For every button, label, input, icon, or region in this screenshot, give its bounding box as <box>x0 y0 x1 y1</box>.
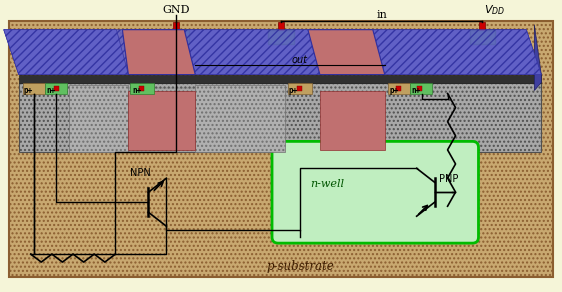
Text: in: in <box>377 10 387 20</box>
Bar <box>44 83 66 93</box>
Polygon shape <box>4 30 541 74</box>
Bar <box>69 85 128 152</box>
Bar <box>268 30 294 44</box>
Text: p+: p+ <box>389 86 399 95</box>
Text: n+: n+ <box>47 86 56 95</box>
Bar <box>128 91 195 150</box>
Bar <box>388 83 410 93</box>
Bar <box>130 83 155 93</box>
Bar <box>22 83 44 93</box>
Bar <box>297 86 302 91</box>
Polygon shape <box>123 30 195 74</box>
Bar <box>164 30 189 44</box>
Bar <box>479 22 486 30</box>
Polygon shape <box>373 30 541 74</box>
Bar <box>19 74 541 83</box>
Bar <box>139 86 144 91</box>
Polygon shape <box>534 25 541 91</box>
Polygon shape <box>308 30 385 74</box>
Bar <box>396 86 401 91</box>
Text: out: out <box>292 55 308 65</box>
Bar <box>8 21 554 277</box>
Bar <box>278 22 284 30</box>
Text: NPN: NPN <box>130 168 151 178</box>
Text: GND: GND <box>162 5 190 15</box>
Text: p+: p+ <box>289 86 298 95</box>
Text: p-substrate: p-substrate <box>266 260 334 273</box>
Polygon shape <box>183 30 320 74</box>
Bar <box>19 83 541 152</box>
Bar <box>53 86 58 91</box>
Bar <box>416 86 422 91</box>
Text: p+: p+ <box>24 86 33 95</box>
Text: n+: n+ <box>133 86 142 95</box>
Bar <box>410 83 432 93</box>
Text: n+: n+ <box>411 86 421 95</box>
Polygon shape <box>123 30 195 74</box>
Text: $V_{DD}$: $V_{DD}$ <box>484 3 506 17</box>
Text: PNP: PNP <box>438 174 458 184</box>
Bar <box>469 30 496 44</box>
Bar <box>320 91 385 150</box>
FancyBboxPatch shape <box>272 141 478 243</box>
Text: n-well: n-well <box>310 179 344 189</box>
Bar <box>288 83 312 93</box>
Bar <box>173 22 179 30</box>
Polygon shape <box>4 30 128 74</box>
Bar <box>195 85 285 152</box>
